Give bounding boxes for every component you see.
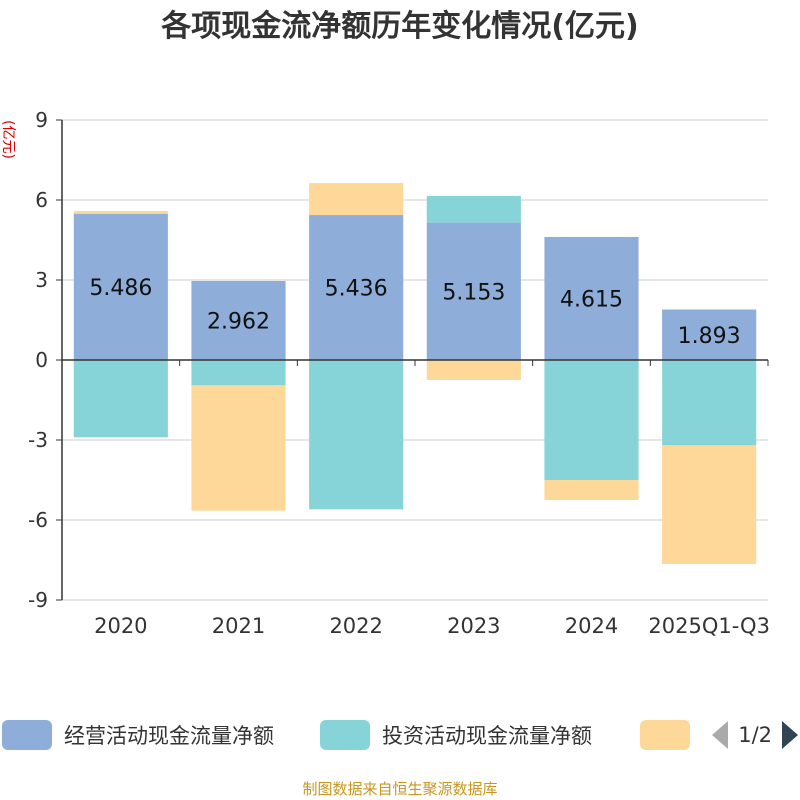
bar-segment (426, 222, 521, 360)
grid-lines (62, 119, 768, 601)
bar-segment (426, 360, 521, 380)
bar-segment (426, 195, 521, 223)
bar-segment (73, 360, 168, 438)
legend-prev-icon[interactable] (712, 721, 729, 749)
legend-swatch-financing (640, 720, 690, 750)
bars (73, 183, 757, 564)
bar-segment (191, 360, 286, 386)
legend-item-investing[interactable]: 投资活动现金流量净额 (320, 716, 592, 754)
y-tick-label: 0 (35, 348, 48, 372)
bar-segment (191, 281, 286, 360)
bar-segment (662, 445, 757, 564)
bar-segment (309, 183, 404, 216)
legend-pager: 1/2 (712, 716, 800, 754)
bar-segment (544, 360, 639, 480)
legend-next-icon[interactable] (782, 721, 798, 749)
y-tick-label: -9 (28, 588, 48, 612)
x-tick-label: 2021 (212, 614, 265, 638)
chart-title: 各项现金流净额历年变化情况(亿元) (160, 9, 638, 44)
data-label: 2.962 (207, 310, 270, 335)
y-tick-label: -3 (28, 428, 48, 452)
x-tick-label: 2020 (94, 614, 147, 638)
bar-segment (309, 215, 404, 360)
legend: 经营活动现金流量净额 投资活动现金流量净额 1/2 (0, 716, 800, 754)
bar-segment (73, 213, 168, 360)
bar-segment (662, 309, 757, 360)
cashflow-chart: 各项现金流净额历年变化情况(亿元) (亿元) -9 -6 -3 0 3 6 9 2020 202… (0, 9, 770, 638)
y-tick-label: 9 (35, 108, 48, 132)
bar-segment (191, 385, 286, 511)
data-source-note: 制图数据来自恒生聚源数据库 (302, 780, 498, 798)
legend-item-operating[interactable]: 经营活动现金流量净额 (2, 716, 274, 754)
bar-segment (73, 211, 168, 214)
x-tick-label: 2024 (565, 614, 618, 638)
x-tick-label: 2022 (329, 614, 382, 638)
legend-swatch-operating (2, 720, 52, 750)
y-tick-label: -6 (28, 508, 48, 532)
x-tick-label: 2023 (447, 614, 500, 638)
data-label: 5.436 (325, 277, 388, 302)
legend-label-investing: 投资活动现金流量净额 (382, 724, 592, 748)
data-label: 5.486 (89, 276, 152, 301)
data-label: 4.615 (560, 287, 623, 312)
bar-segment (544, 480, 639, 500)
x-tick-label: 2025Q1-Q3 (648, 614, 770, 638)
bar-segment (662, 360, 757, 446)
legend-item-financing[interactable] (640, 716, 690, 754)
bar-segment (309, 360, 404, 510)
y-tick-label: 3 (35, 268, 48, 292)
data-label: 1.893 (678, 324, 741, 349)
legend-label-operating: 经营活动现金流量净额 (64, 724, 274, 748)
y-axis-label: (亿元) (0, 120, 16, 159)
legend-page-indicator: 1/2 (738, 723, 772, 747)
data-labels: 5.486 2.962 5.436 5.153 4.615 1.893 (89, 276, 740, 349)
bar-segment (544, 236, 639, 360)
axes: -9 -6 -3 0 3 6 9 2020 2021 2022 2023 2024 2025Q1-Q3 (28, 108, 770, 638)
data-label: 5.153 (442, 280, 505, 305)
y-tick-label: 6 (35, 188, 48, 212)
legend-swatch-investing (320, 720, 370, 750)
